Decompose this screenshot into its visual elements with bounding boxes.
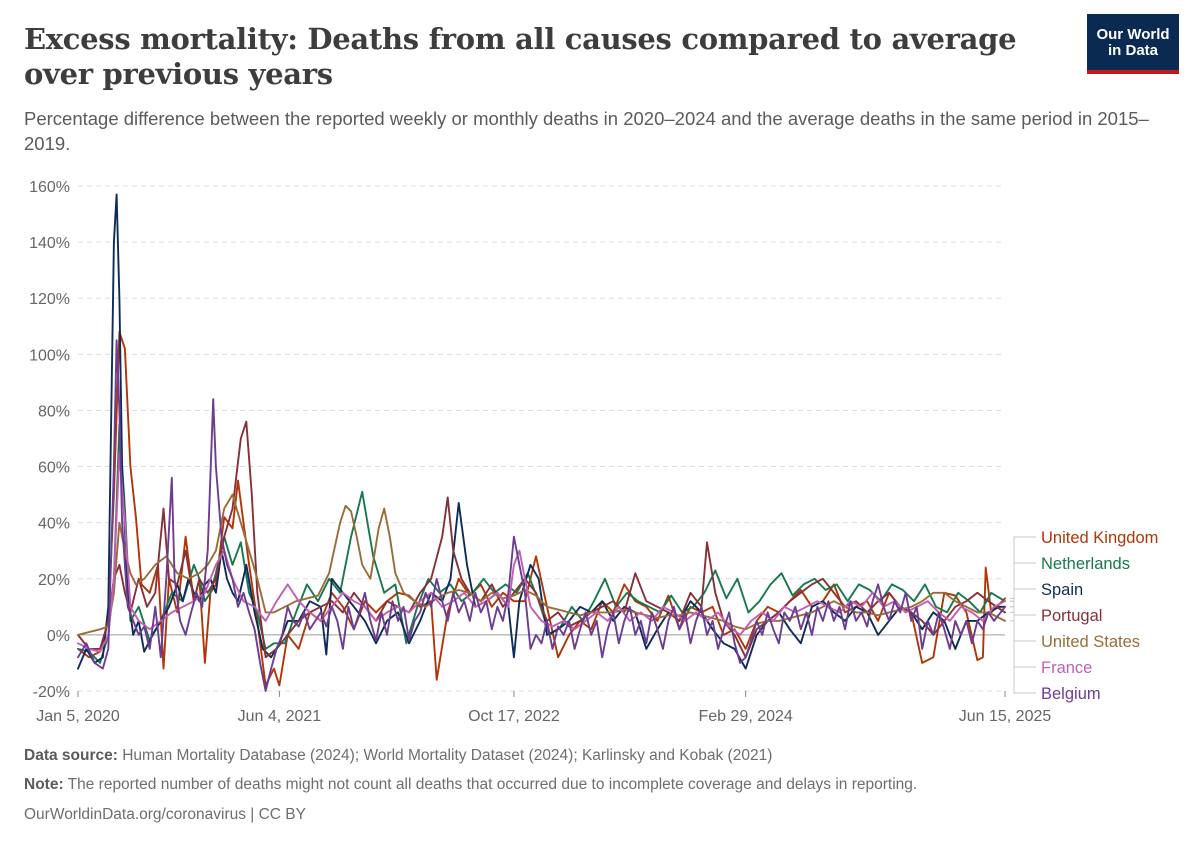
y-tick-label: 160% <box>29 179 70 196</box>
legend-item-united-states[interactable]: United States <box>1041 633 1140 651</box>
logo-line-1: Our World <box>1096 26 1170 43</box>
y-tick-label: -20% <box>33 684 70 701</box>
series-line-belgium[interactable] <box>77 339 1006 692</box>
legend-item-france[interactable]: France <box>1041 659 1092 677</box>
y-tick-label: 0% <box>47 628 70 645</box>
footer-credit[interactable]: OurWorldinData.org/coronavirus | CC BY <box>24 806 306 823</box>
y-tick-label: 80% <box>38 403 70 420</box>
logo-line-2: in Data <box>1107 42 1158 59</box>
series-line-united-kingdom[interactable] <box>77 330 1006 687</box>
y-tick-label: 120% <box>29 291 70 308</box>
x-tick-label: Oct 17, 2022 <box>468 708 560 725</box>
chart-title: Excess mortality: Deaths from all causes… <box>24 22 1017 91</box>
footer-source: Data source: Human Mortality Database (2… <box>24 746 1184 766</box>
legend-item-spain[interactable]: Spain <box>1041 581 1083 599</box>
x-tick-label: Jan 5, 2020 <box>36 708 120 725</box>
x-tick-label: Jun 15, 2025 <box>959 708 1052 725</box>
y-tick-label: 140% <box>29 235 70 252</box>
legend-item-united-kingdom[interactable]: United Kingdom <box>1041 529 1158 547</box>
footer-note: Note: The reported number of deaths migh… <box>24 775 1184 795</box>
note-label: Note: <box>24 776 64 793</box>
series-line-portugal[interactable] <box>77 420 1006 659</box>
source-text: Human Mortality Database (2024); World M… <box>122 747 773 764</box>
x-tick-label: Jun 4, 2021 <box>238 708 322 725</box>
legend-connector <box>1010 606 1036 694</box>
source-label: Data source: <box>24 747 118 764</box>
logo-red-bar <box>1087 70 1179 74</box>
legend-item-belgium[interactable]: Belgium <box>1041 685 1101 703</box>
y-tick-label: 60% <box>38 460 70 477</box>
y-tick-label: 20% <box>38 572 70 589</box>
chart-subtitle: Percentage difference between the report… <box>24 108 1149 154</box>
x-tick-label: Feb 29, 2024 <box>699 708 793 725</box>
y-tick-label: 100% <box>29 347 70 364</box>
note-text: The reported number of deaths might not … <box>67 776 918 793</box>
legend-item-portugal[interactable]: Portugal <box>1041 607 1102 625</box>
legend-item-netherlands[interactable]: Netherlands <box>1041 555 1130 573</box>
y-tick-label: 40% <box>38 516 70 533</box>
series-line-netherlands[interactable] <box>77 423 1006 664</box>
owid-logo[interactable]: Our World in Data <box>1087 14 1179 74</box>
series-line-spain[interactable] <box>77 193 1006 670</box>
